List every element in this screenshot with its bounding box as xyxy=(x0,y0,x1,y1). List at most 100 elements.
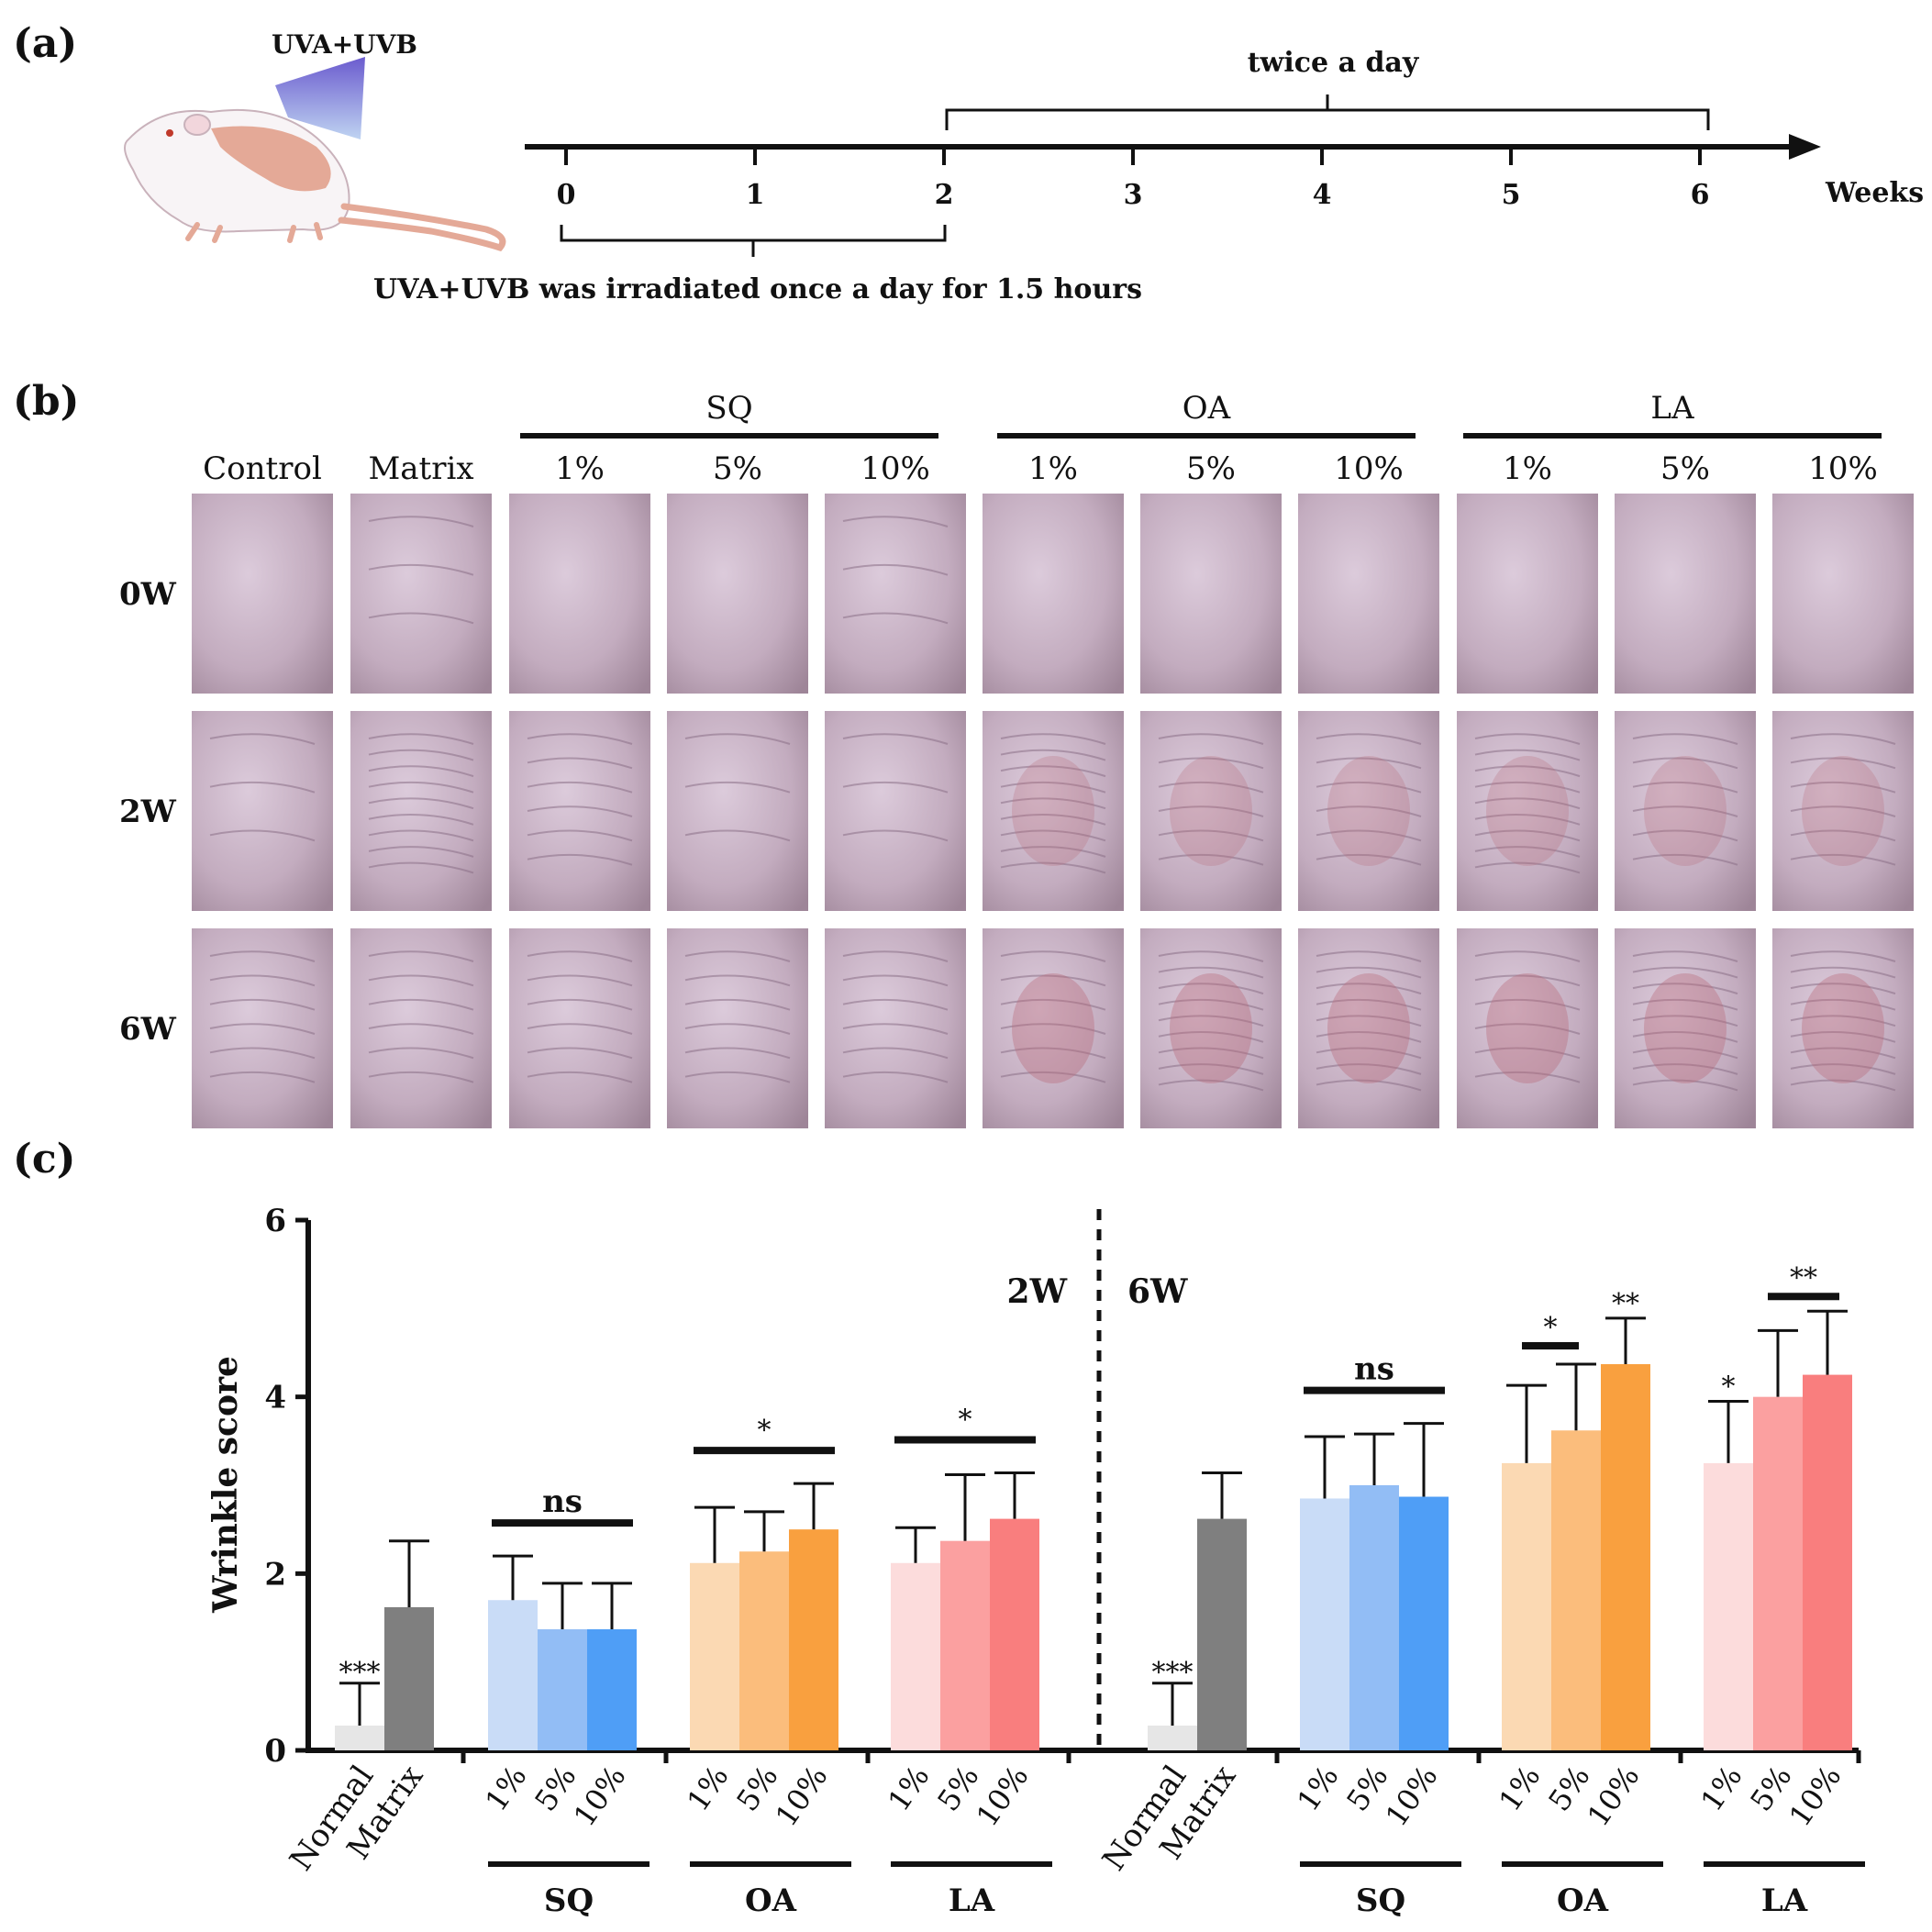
skin-photo xyxy=(1457,928,1598,1128)
bar xyxy=(1349,1485,1399,1750)
group-label: SQ xyxy=(544,1882,594,1919)
skin-photo xyxy=(1140,928,1282,1128)
mouse-tail-icon xyxy=(338,203,506,252)
skin-photo xyxy=(825,711,966,911)
timeline-arrowhead-icon xyxy=(1789,134,1821,160)
bar xyxy=(1502,1462,1551,1750)
bar xyxy=(940,1540,990,1750)
x-tick-label: 1% xyxy=(680,1760,735,1817)
bar xyxy=(1148,1726,1197,1750)
skin-photo xyxy=(509,928,650,1128)
skin-photo xyxy=(1298,711,1439,911)
bar xyxy=(538,1629,587,1750)
skin-photo xyxy=(1615,928,1756,1128)
y-tick-label: 0 xyxy=(264,1733,286,1770)
skin-photo xyxy=(983,494,1124,694)
section-label: 2W xyxy=(1007,1272,1068,1311)
bar xyxy=(1197,1518,1247,1750)
skin-photo xyxy=(1140,711,1282,911)
x-tick-label: 1% xyxy=(881,1760,936,1817)
significance-label: * xyxy=(758,1415,772,1447)
x-tick-label: 10% xyxy=(567,1760,633,1833)
y-tick-label: 4 xyxy=(264,1380,286,1416)
photo-grid: SQ OA LA Control Matrix 1% 5% 10% 1% 5% 10% 1% 5% 10%… xyxy=(119,390,1914,1128)
photo-column-label: 10% xyxy=(1334,450,1404,487)
significance-label: *** xyxy=(339,1657,381,1689)
photo-column-label: 5% xyxy=(1660,450,1710,487)
phase1-text: UVA+UVB was irradiated once a day for 1.… xyxy=(373,273,1142,305)
significance-label: * xyxy=(959,1405,972,1437)
bar xyxy=(1803,1374,1852,1750)
x-tick-label: 10% xyxy=(1581,1760,1647,1833)
skin-photo xyxy=(350,928,492,1128)
timeline-tick-label: 1 xyxy=(746,179,765,211)
y-tick-label: 2 xyxy=(264,1556,286,1593)
photo-group-header: SQ xyxy=(705,390,752,427)
skin-photo xyxy=(1772,928,1914,1128)
mouse-illustration: UVA+UVB xyxy=(124,29,506,252)
panel-b: (b) SQ OA LA Control Matrix 1% 5% 10% 1% 5% 10% 1% 5… xyxy=(13,378,1914,1128)
skin-photo xyxy=(1457,494,1598,694)
bar xyxy=(1753,1396,1803,1750)
timeline-tick-label: 3 xyxy=(1124,179,1143,211)
photo-column-label: 1% xyxy=(1028,450,1078,487)
x-tick-label: 1% xyxy=(1290,1760,1345,1817)
skin-photo xyxy=(192,494,333,694)
group-label: OA xyxy=(745,1882,797,1919)
panel-label-a: (a) xyxy=(13,20,77,67)
skin-photo xyxy=(1457,711,1598,911)
x-tick-label: 10% xyxy=(970,1760,1036,1833)
skin-photo xyxy=(667,928,808,1128)
skin-photo xyxy=(1772,711,1914,911)
skin-photo xyxy=(1298,494,1439,694)
group-label: OA xyxy=(1557,1882,1609,1919)
bar xyxy=(488,1600,538,1750)
skin-photo xyxy=(1615,494,1756,694)
significance-label: ns xyxy=(1354,1351,1394,1388)
x-tick-label: 10% xyxy=(1379,1760,1445,1833)
bar xyxy=(1399,1496,1449,1750)
exposed-skin-patch xyxy=(211,126,331,192)
photo-column-label: 5% xyxy=(1186,450,1236,487)
significance-label: *** xyxy=(1152,1657,1194,1689)
significance-label: * xyxy=(1722,1371,1736,1403)
timeline-tick-label: 2 xyxy=(935,179,954,211)
photo-column-label: 10% xyxy=(1808,450,1878,487)
skin-photo xyxy=(825,494,966,694)
phase2-bracket xyxy=(945,94,1710,130)
bar xyxy=(990,1518,1039,1750)
photo-column-label: 10% xyxy=(861,450,930,487)
skin-photo xyxy=(667,711,808,911)
timeline: 0 1 2 3 4 5 6 Weeks UVA+UVB was irradiated onc… xyxy=(373,47,1924,305)
bar xyxy=(384,1606,434,1750)
skin-photo xyxy=(350,711,492,911)
skin-photo xyxy=(509,494,650,694)
bar xyxy=(891,1562,940,1750)
significance-label: ** xyxy=(1612,1288,1639,1320)
skin-photo xyxy=(1298,928,1439,1128)
photo-group-header: LA xyxy=(1650,390,1694,427)
skin-photo xyxy=(825,928,966,1128)
timeline-tick-label: 5 xyxy=(1502,179,1521,211)
section-label: 6W xyxy=(1127,1272,1188,1311)
group-label: SQ xyxy=(1356,1882,1405,1919)
uv-beam-icon xyxy=(275,57,365,139)
bar xyxy=(690,1562,739,1750)
mouse-feet-icon xyxy=(185,222,323,243)
bar xyxy=(335,1726,384,1750)
significance-label: * xyxy=(1544,1312,1558,1344)
skin-photo xyxy=(983,928,1124,1128)
photo-row-label: 2W xyxy=(119,794,177,830)
skin-photo xyxy=(667,494,808,694)
group-label: LA xyxy=(1761,1882,1808,1919)
photo-column-label: 1% xyxy=(555,450,605,487)
bar xyxy=(789,1529,838,1750)
significance-label: ns xyxy=(542,1483,583,1520)
timeline-tick-label: 4 xyxy=(1313,179,1332,211)
photo-column-label: 1% xyxy=(1503,450,1552,487)
x-tick-label: 10% xyxy=(1782,1760,1849,1833)
phase2-text: twice a day xyxy=(1248,47,1420,79)
x-tick-label: 10% xyxy=(769,1760,835,1833)
group-label: LA xyxy=(949,1882,995,1919)
